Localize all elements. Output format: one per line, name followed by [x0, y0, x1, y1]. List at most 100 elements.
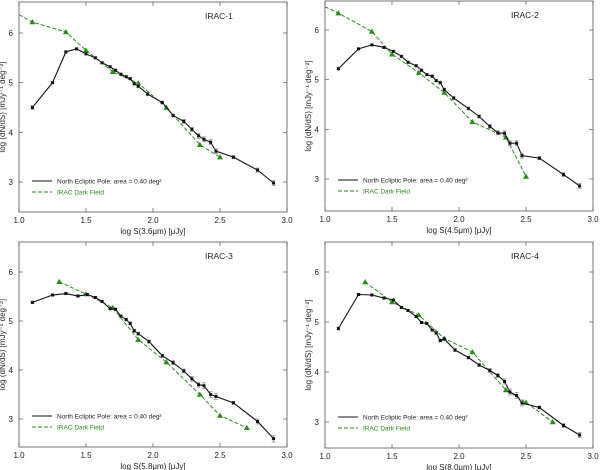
nep-line: [338, 44, 580, 187]
y-tick-label: 6: [315, 268, 320, 277]
x-tick-label: 1.5: [80, 451, 92, 460]
nep-point: [76, 294, 80, 298]
nep-point: [272, 437, 276, 441]
dark-field-point: [362, 279, 369, 285]
nep-point: [214, 149, 218, 153]
nep-point: [100, 61, 104, 65]
panel-1: 1.0 1.5 2.0 2.5 3.0 3 4 5 6 log S(3.6μm) [μJy] log…: [0, 1, 293, 236]
nep-point: [93, 56, 97, 60]
y-axis-label: log (dN/dS) [mJy⁻¹ deg⁻²]: [0, 61, 7, 152]
nep-point: [75, 47, 79, 51]
nep-point: [488, 369, 492, 372]
nep-point: [146, 92, 150, 96]
x-tick-label: 2.5: [520, 215, 532, 224]
nep-point: [466, 106, 470, 110]
nep-point: [515, 141, 519, 145]
legend-dark-field-label: IRAC Dark Field: [57, 190, 104, 197]
nep-point: [562, 173, 566, 177]
dark-field-point: [335, 10, 342, 16]
nep-point: [453, 348, 457, 352]
dark-field-point: [441, 89, 448, 95]
nep-point: [357, 47, 360, 51]
nep-point: [419, 321, 423, 324]
nep-point: [124, 318, 128, 322]
nep-point: [442, 337, 446, 341]
y-axis-label: log (dN/dS) [mJy⁻¹ deg⁻²]: [0, 299, 7, 390]
y-tick-label: 4: [315, 125, 320, 134]
nep-point: [434, 331, 438, 335]
nep-point: [382, 45, 386, 49]
dark-field-point: [389, 299, 395, 305]
x-tick-label: 2.0: [453, 452, 465, 461]
nep-point: [477, 363, 481, 367]
dark-field-point: [196, 391, 203, 397]
x-tick-label: 1.5: [386, 452, 398, 461]
nep-point: [132, 82, 136, 86]
nep-point: [182, 119, 186, 123]
y-tick-label: 3: [315, 418, 320, 427]
nep-point: [209, 140, 213, 144]
nep-point: [434, 79, 438, 83]
x-tick-label: 1.5: [80, 216, 92, 225]
nep-point: [425, 73, 429, 77]
dark-field-point: [83, 47, 89, 53]
nep-point: [119, 72, 123, 76]
nep-point: [171, 113, 175, 117]
y-tick-label: 4: [9, 366, 14, 375]
x-tick-label: 2.0: [453, 215, 465, 224]
nep-point: [160, 354, 164, 358]
dark-field-point: [549, 419, 556, 425]
nep-point: [132, 329, 136, 333]
nep-point: [430, 74, 434, 78]
nep-point: [190, 127, 194, 131]
nep-point: [357, 293, 360, 296]
nep-point: [84, 52, 88, 56]
legend-nep-label: North Ecliptic Pole: area = 0.40 deg²: [57, 414, 162, 421]
x-tick-label: 3.0: [281, 451, 293, 460]
dark-field-line: [18, 14, 221, 158]
nep-point: [272, 181, 276, 185]
y-tick-label: 5: [315, 318, 320, 327]
y-tick-label: 5: [315, 76, 320, 85]
nep-point: [190, 377, 194, 381]
nep-point: [231, 401, 235, 405]
nep-point: [477, 114, 481, 118]
x-tick-label: 2.5: [520, 452, 532, 461]
legend-dark-field-label: IRAC Dark Field: [363, 189, 410, 196]
nep-point: [391, 49, 395, 53]
nep-point: [452, 96, 456, 100]
nep-point: [537, 156, 541, 160]
dark-field-point: [415, 69, 422, 75]
nep-point: [425, 322, 429, 325]
panel-title: IRAC-4: [511, 251, 539, 261]
x-tick-label: 3.0: [587, 215, 599, 224]
y-tick-label: 3: [9, 415, 14, 424]
y-axis-label: log (dN/dS) [mJy⁻¹ deg⁻²]: [304, 60, 313, 151]
y-tick-label: 4: [9, 128, 14, 137]
nep-point: [51, 81, 54, 85]
nep-point: [231, 155, 235, 159]
nep-point: [160, 101, 164, 105]
dark-field-point: [502, 387, 509, 393]
panel-3: 1.0 1.5 2.0 2.5 3.0 3 4 5 6 log S(5.8μm) [μJy] log…: [0, 241, 293, 470]
nep-point: [214, 394, 218, 398]
x-axis-label: log S(4.5μm) [μJy]: [426, 226, 491, 235]
nep-point: [438, 339, 442, 342]
nep-point: [336, 67, 340, 71]
panel-4: 1.0 1.5 2.0 2.5 3.0 3 4 5 6 log S(8.0μm) [μJy] log…: [304, 241, 599, 470]
dark-field-point: [135, 336, 142, 342]
legend-dark-field-label: IRAC Dark Field: [363, 426, 410, 433]
x-tick-label: 2.0: [147, 451, 159, 460]
dark-field-point: [196, 141, 203, 147]
x-tick-label: 2.5: [214, 216, 226, 225]
nep-point: [113, 68, 117, 72]
nep-point: [414, 64, 418, 68]
nep-point: [30, 106, 34, 109]
y-tick-label: 5: [9, 79, 14, 88]
dark-field-point: [109, 68, 116, 74]
nep-point: [119, 314, 123, 318]
nep-point: [578, 433, 582, 437]
y-tick-label: 3: [315, 175, 320, 184]
dark-field-point: [135, 80, 142, 86]
x-tick-label: 1.0: [13, 216, 25, 225]
